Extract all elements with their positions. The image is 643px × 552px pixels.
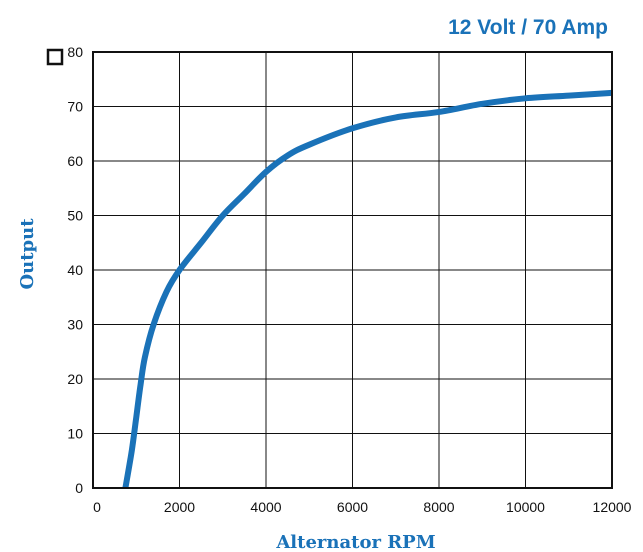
corner-square-icon — [46, 48, 64, 66]
x-tick-label: 4000 — [250, 499, 281, 515]
y-tick-label: 30 — [67, 317, 83, 333]
x-tick-label: 10000 — [506, 499, 545, 515]
y-tick-label: 20 — [67, 371, 83, 387]
x-tick-label: 0 — [93, 499, 101, 515]
y-tick-label: 0 — [75, 480, 83, 496]
x-tick-label: 2000 — [164, 499, 195, 515]
x-tick-label: 12000 — [593, 499, 632, 515]
x-tick-label: 8000 — [423, 499, 454, 515]
y-tick-label: 60 — [67, 153, 83, 169]
y-tick-label: 80 — [67, 44, 83, 60]
plot-frame — [92, 51, 613, 489]
tick-labels: 0 2000 4000 6000 8000 10000 12000 0 10 20 30 40 50 60… — [67, 44, 631, 515]
output-curve — [122, 89, 613, 489]
y-tick-label: 70 — [67, 99, 83, 115]
chart-title: 12 Volt / 70 Amp — [448, 16, 608, 39]
y-tick-label: 50 — [67, 208, 83, 224]
y-axis-label: Output — [17, 218, 38, 290]
x-tick-label: 6000 — [337, 499, 368, 515]
y-tick-label: 10 — [67, 426, 83, 442]
series-lines — [122, 89, 613, 489]
y-tick-label: 40 — [67, 262, 83, 278]
x-axis-label: Alternator RPM — [275, 532, 435, 552]
